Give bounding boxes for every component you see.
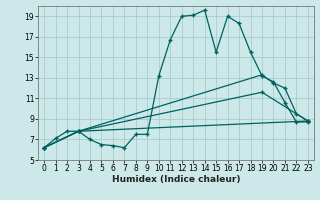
X-axis label: Humidex (Indice chaleur): Humidex (Indice chaleur) [112, 175, 240, 184]
